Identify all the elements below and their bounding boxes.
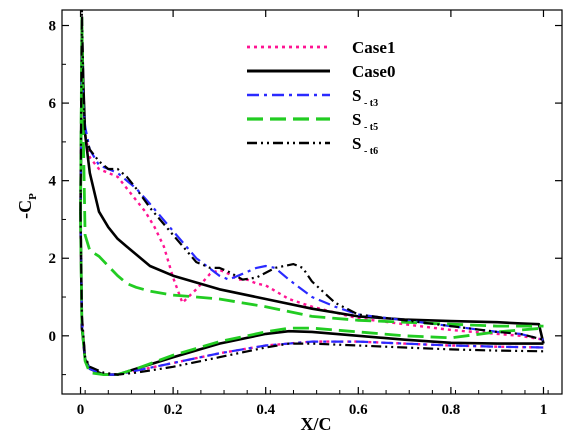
legend-label-main: S bbox=[352, 134, 361, 153]
series-line-0-upper bbox=[79, 70, 544, 341]
legend-label-subscript: - t5 bbox=[361, 122, 378, 133]
legend-label: Case1 bbox=[352, 38, 395, 57]
series-line-3-lower bbox=[79, 215, 544, 377]
x-axis-title: X/C bbox=[301, 414, 332, 434]
legend-label-main: Case0 bbox=[352, 62, 395, 81]
legend-label: S - t3 bbox=[352, 86, 378, 109]
y-axis-title-subscript: P bbox=[27, 193, 39, 200]
y-axis-ticks: 0 2 4 6 8 bbox=[49, 19, 562, 376]
plot-frame bbox=[61, 9, 563, 395]
y-axis-title: -CP bbox=[15, 193, 39, 219]
y-tick-label: 8 bbox=[49, 19, 57, 35]
series-line-4-upper bbox=[79, 10, 544, 341]
legend-label-main: S bbox=[352, 110, 361, 129]
y-tick-label: 0 bbox=[49, 329, 57, 345]
x-tick-label: 0.2 bbox=[164, 402, 183, 418]
legend-label: Case0 bbox=[352, 62, 395, 81]
series-line-4-lower bbox=[79, 211, 544, 376]
x-tick-label: 1 bbox=[540, 402, 548, 418]
x-tick-label: 0.4 bbox=[256, 402, 275, 418]
x-tick-label: 0.6 bbox=[349, 402, 368, 418]
series-line-2-lower bbox=[79, 215, 544, 376]
y-tick-label: 4 bbox=[49, 174, 57, 190]
series-line-1-lower bbox=[79, 215, 544, 376]
legend-label-subscript: - t3 bbox=[361, 98, 378, 109]
series-line-1-upper bbox=[79, 28, 545, 344]
y-axis-title-main: -C bbox=[15, 200, 35, 219]
y-tick-label: 2 bbox=[49, 251, 57, 267]
x-tick-label: 0 bbox=[77, 402, 85, 418]
legend-label: S - t6 bbox=[352, 134, 378, 157]
legend-label: S - t5 bbox=[352, 110, 378, 133]
x-tick-label: 0.8 bbox=[442, 402, 461, 418]
series-line-0-lower bbox=[79, 211, 544, 376]
series-line-2-upper bbox=[79, 55, 544, 341]
legend-label-main: Case1 bbox=[352, 38, 395, 57]
series-layer bbox=[79, 10, 545, 377]
y-tick-label: 6 bbox=[49, 96, 57, 112]
x-axis-ticks: 0 0.2 0.4 0.6 0.8 1 bbox=[61, 10, 549, 418]
legend-label-main: S bbox=[352, 86, 361, 105]
legend-label-subscript: - t6 bbox=[361, 146, 378, 157]
